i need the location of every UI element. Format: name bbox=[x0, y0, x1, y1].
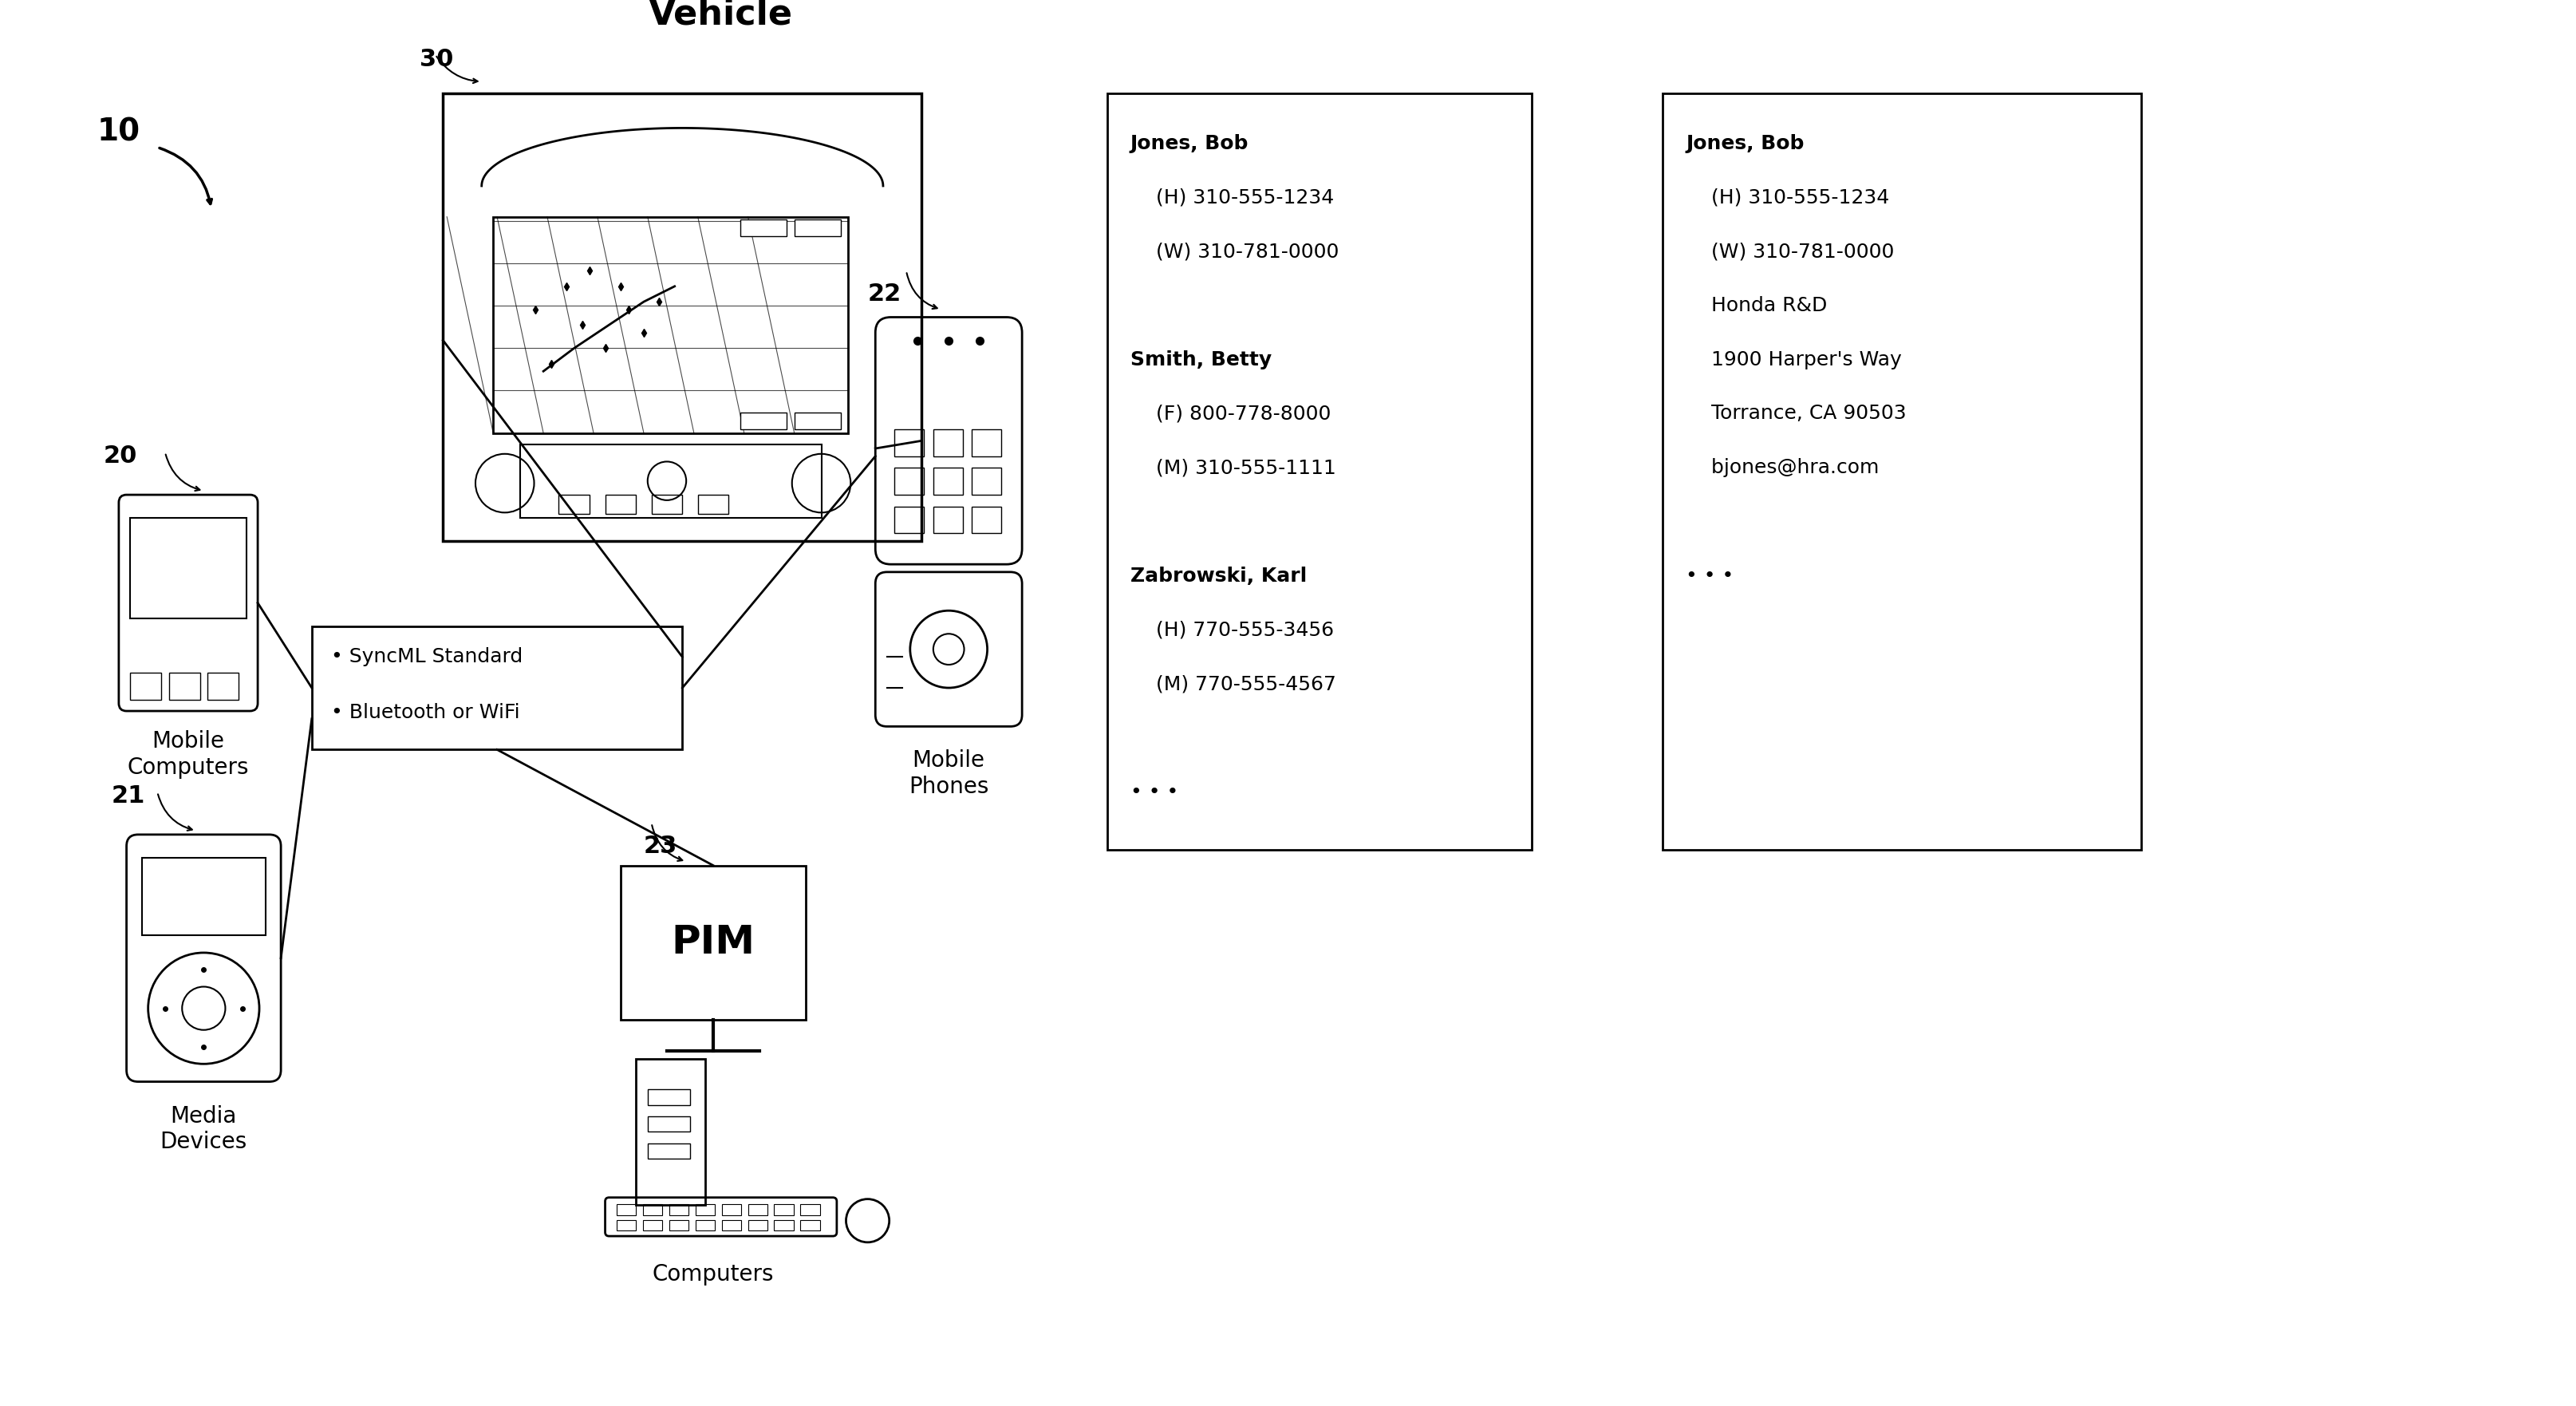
Bar bbox=[559, 495, 590, 515]
Text: 22: 22 bbox=[868, 283, 902, 305]
Text: (M) 770-555-4567: (M) 770-555-4567 bbox=[1131, 675, 1334, 693]
Bar bbox=[721, 1205, 742, 1215]
Bar bbox=[773, 1205, 793, 1215]
Text: • • •: • • • bbox=[1685, 567, 1734, 585]
Bar bbox=[670, 1205, 688, 1215]
Bar bbox=[621, 866, 806, 1019]
Text: (H) 310-555-1234: (H) 310-555-1234 bbox=[1131, 188, 1334, 207]
Bar bbox=[739, 412, 786, 429]
Bar bbox=[747, 1205, 768, 1215]
Bar bbox=[894, 468, 925, 495]
Text: (W) 310-781-0000: (W) 310-781-0000 bbox=[1685, 242, 1893, 262]
Text: (M) 310-555-1111: (M) 310-555-1111 bbox=[1131, 458, 1334, 478]
Bar bbox=[793, 412, 840, 429]
Text: (H) 770-555-3456: (H) 770-555-3456 bbox=[1131, 620, 1334, 640]
Bar bbox=[933, 468, 963, 495]
Text: (F) 800-778-8000: (F) 800-778-8000 bbox=[1131, 404, 1329, 423]
Bar bbox=[933, 429, 963, 456]
Bar bbox=[696, 1220, 714, 1230]
Bar bbox=[1662, 93, 2141, 851]
Bar bbox=[644, 1205, 662, 1215]
Text: Media
Devices: Media Devices bbox=[160, 1105, 247, 1153]
Bar bbox=[696, 1205, 714, 1215]
Bar bbox=[647, 1116, 690, 1132]
Text: (W) 310-781-0000: (W) 310-781-0000 bbox=[1131, 242, 1340, 262]
Bar bbox=[209, 672, 240, 699]
Bar bbox=[605, 495, 636, 515]
Text: 21: 21 bbox=[111, 785, 144, 807]
Bar bbox=[894, 506, 925, 533]
Bar bbox=[971, 429, 1002, 456]
Bar bbox=[652, 495, 683, 515]
Text: Computers: Computers bbox=[652, 1263, 773, 1285]
Bar bbox=[971, 468, 1002, 495]
Text: PIM: PIM bbox=[672, 924, 755, 962]
Text: Torrance, CA 90503: Torrance, CA 90503 bbox=[1685, 404, 1906, 423]
Text: Mobile
Phones: Mobile Phones bbox=[909, 749, 989, 797]
Text: Mobile
Computers: Mobile Computers bbox=[126, 730, 250, 779]
Bar bbox=[647, 1090, 690, 1105]
Bar bbox=[801, 1205, 819, 1215]
Text: bjones@hra.com: bjones@hra.com bbox=[1685, 458, 1878, 478]
Bar bbox=[520, 444, 822, 517]
Text: Jones, Bob: Jones, Bob bbox=[1131, 134, 1249, 153]
Text: Jones, Bob: Jones, Bob bbox=[1685, 134, 1803, 153]
Bar bbox=[793, 219, 840, 236]
Bar bbox=[616, 1205, 636, 1215]
Bar bbox=[312, 626, 683, 749]
Text: Vehicle: Vehicle bbox=[649, 0, 793, 31]
Bar bbox=[971, 506, 1002, 533]
Text: • Bluetooth or WiFi: • Bluetooth or WiFi bbox=[330, 703, 520, 723]
Bar bbox=[644, 1220, 662, 1230]
Bar bbox=[131, 672, 162, 699]
Bar bbox=[670, 1220, 688, 1230]
Text: (H) 310-555-1234: (H) 310-555-1234 bbox=[1685, 188, 1888, 207]
Text: 30: 30 bbox=[420, 48, 453, 72]
Bar bbox=[698, 495, 729, 515]
Bar bbox=[739, 219, 786, 236]
Bar bbox=[721, 1220, 742, 1230]
Bar bbox=[616, 1220, 636, 1230]
Bar bbox=[894, 429, 925, 456]
Bar bbox=[636, 1059, 706, 1205]
Text: • • •: • • • bbox=[1131, 783, 1177, 801]
Text: • SyncML Standard: • SyncML Standard bbox=[330, 647, 523, 666]
Bar bbox=[747, 1220, 768, 1230]
Bar bbox=[801, 1220, 819, 1230]
Text: Zabrowski, Karl: Zabrowski, Karl bbox=[1131, 567, 1306, 585]
Text: 20: 20 bbox=[103, 444, 137, 468]
Bar bbox=[170, 672, 201, 699]
Bar bbox=[773, 1220, 793, 1230]
Bar bbox=[131, 517, 247, 619]
Bar bbox=[492, 217, 848, 433]
Bar bbox=[1108, 93, 1530, 851]
Text: 10: 10 bbox=[98, 117, 139, 148]
Bar bbox=[443, 93, 922, 541]
Bar bbox=[933, 506, 963, 533]
Bar bbox=[142, 858, 265, 935]
Text: Smith, Betty: Smith, Betty bbox=[1131, 350, 1270, 370]
Text: 23: 23 bbox=[644, 835, 677, 858]
Text: Honda R&D: Honda R&D bbox=[1685, 297, 1826, 315]
Bar bbox=[647, 1143, 690, 1159]
Text: 1900 Harper's Way: 1900 Harper's Way bbox=[1685, 350, 1901, 370]
